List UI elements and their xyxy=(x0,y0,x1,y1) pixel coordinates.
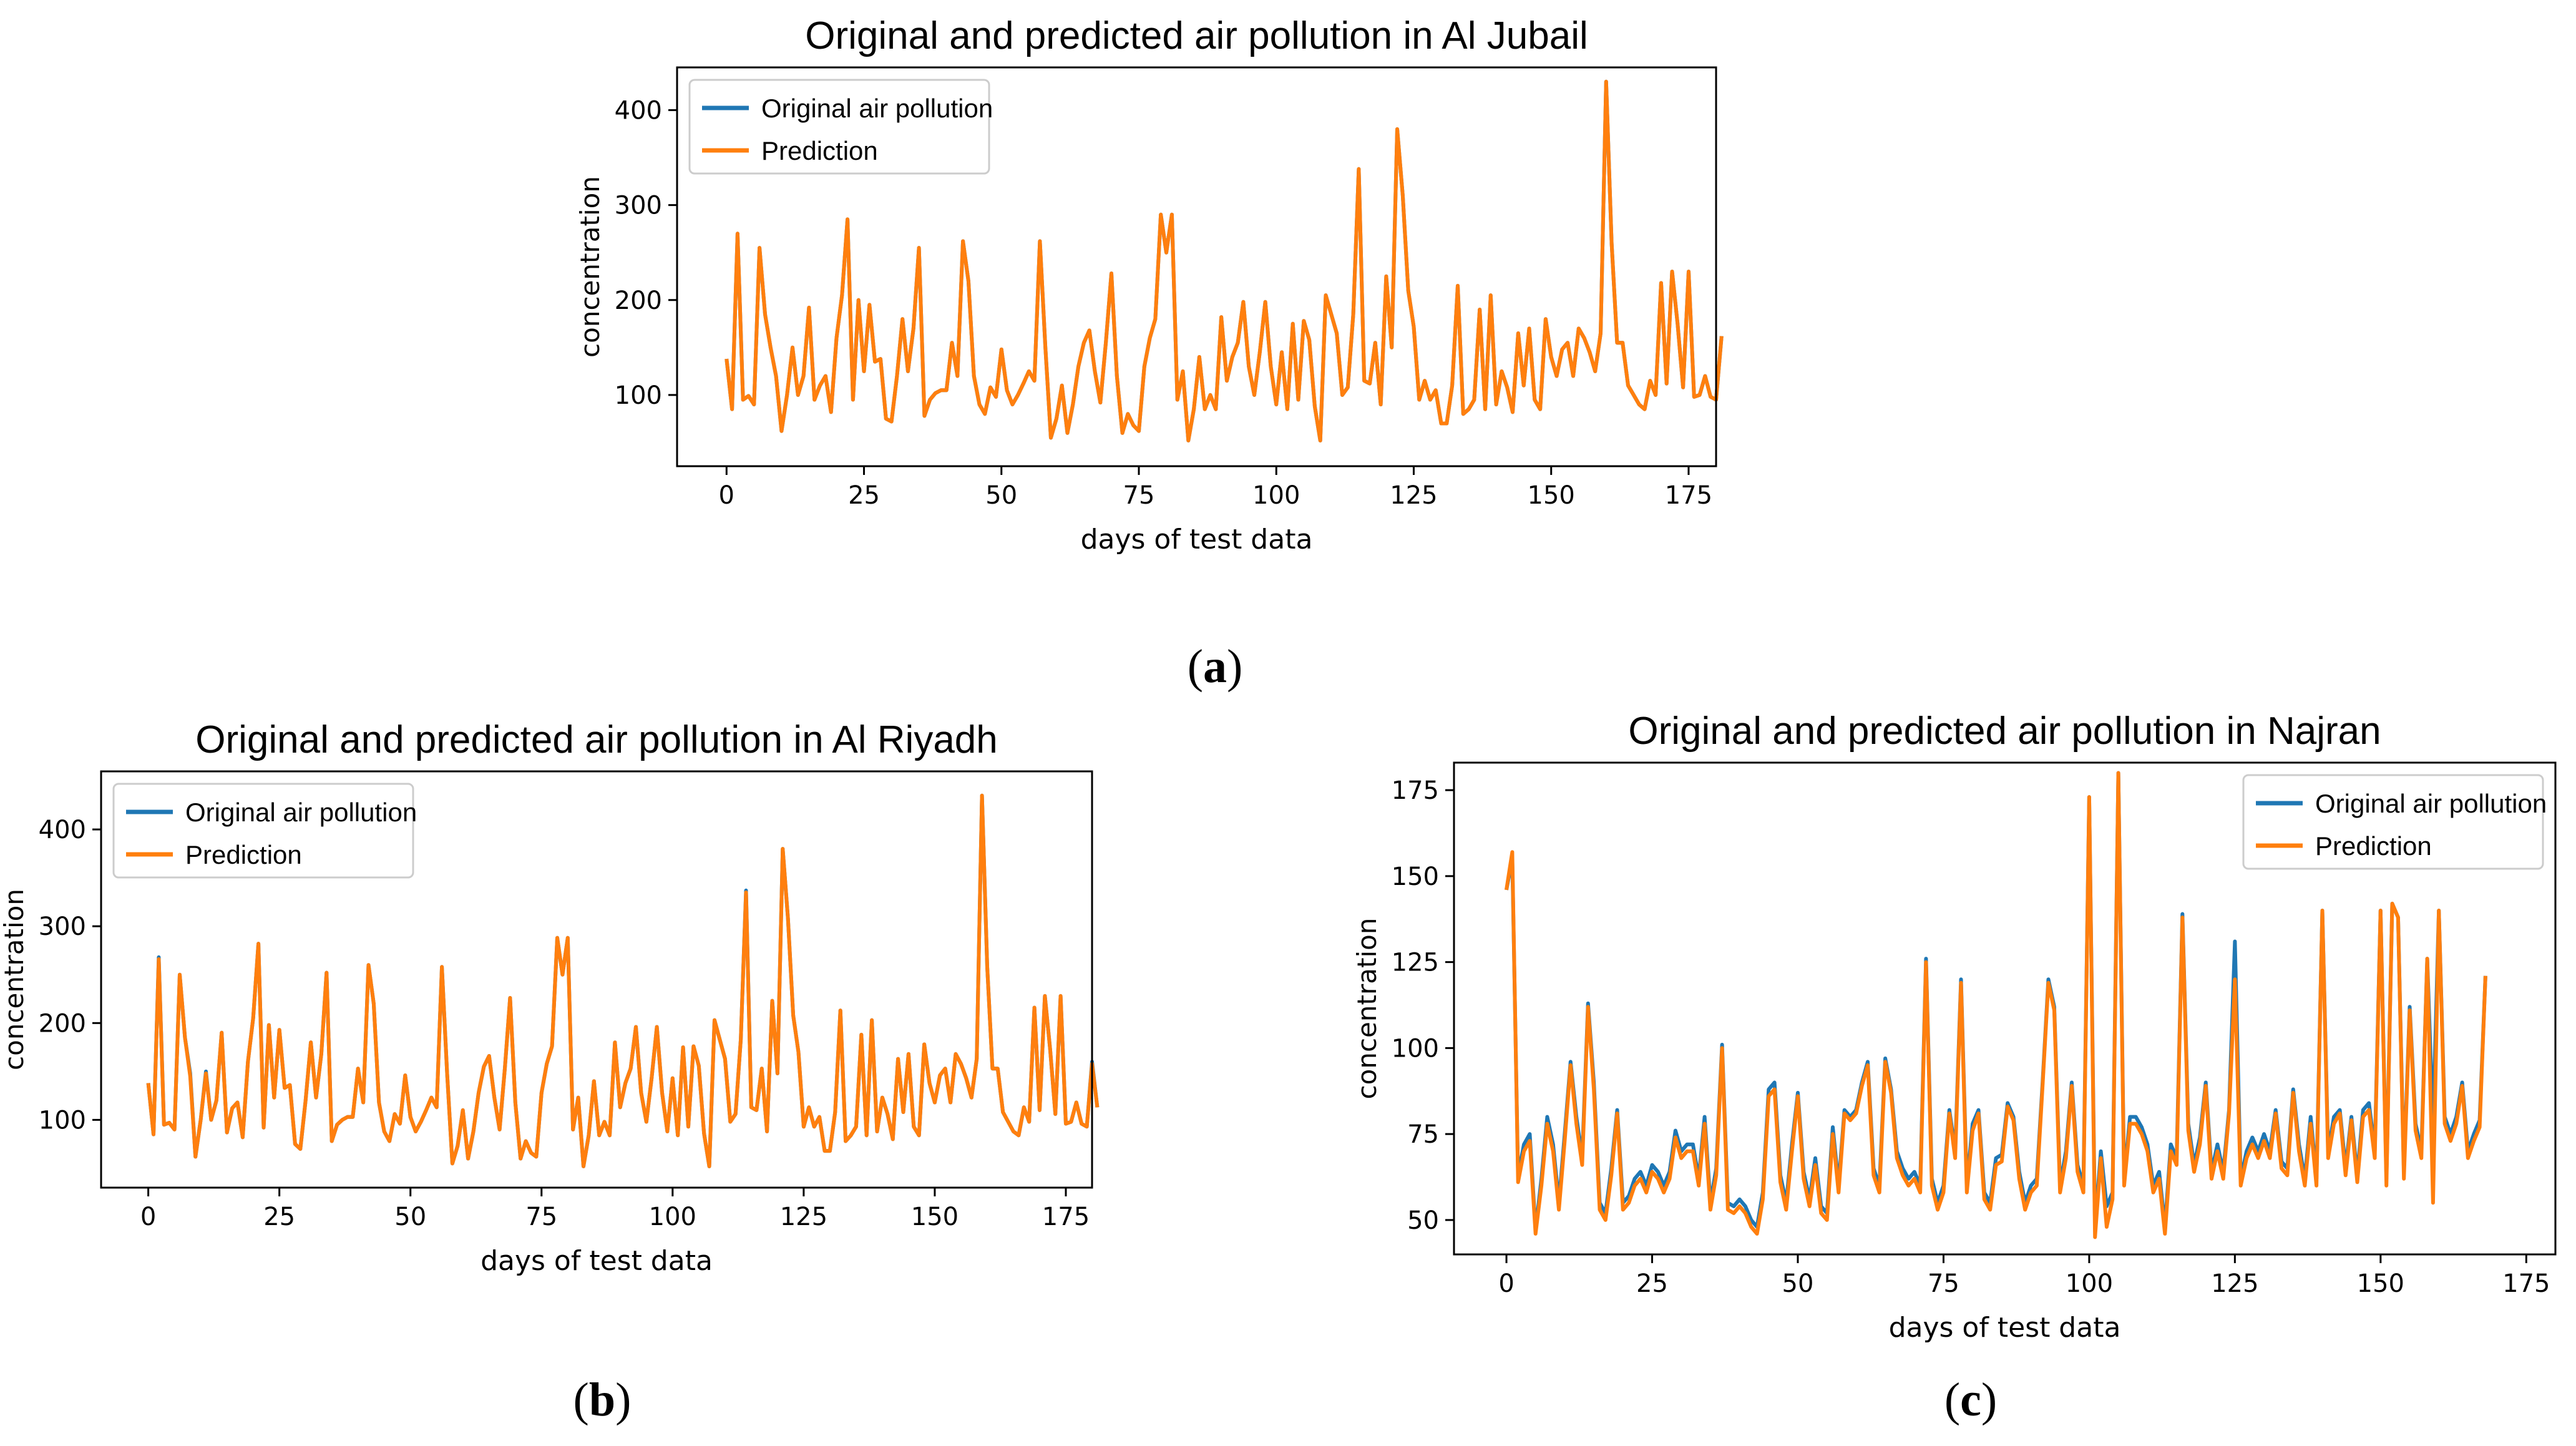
x-tick-label: 75 xyxy=(1928,1269,1959,1298)
y-tick-label: 100 xyxy=(39,1106,86,1135)
legend-box xyxy=(688,79,990,175)
x-tick-label: 75 xyxy=(1123,481,1155,510)
x-tick-label: 150 xyxy=(2357,1269,2404,1298)
chart-b: Original and predicted air pollution in … xyxy=(0,718,1100,1277)
legend: Original air pollution Prediction xyxy=(688,79,993,175)
x-tick-label: 175 xyxy=(2502,1269,2550,1298)
legend: Original air pollution Prediction xyxy=(2242,774,2547,870)
legend-box xyxy=(112,783,414,879)
series-line-prediction xyxy=(724,79,1724,442)
x-tick-label: 0 xyxy=(719,481,734,510)
series-line-prediction xyxy=(1505,771,2487,1239)
caption-c: (c) xyxy=(1944,1374,1998,1426)
y-axis-label: concentration xyxy=(1352,918,1382,1100)
x-tick-label: 100 xyxy=(649,1203,696,1231)
x-tick-label: 0 xyxy=(140,1203,156,1231)
chart-title-a: Original and predicted air pollution in … xyxy=(805,14,1588,57)
series-line-prediction xyxy=(146,793,1100,1168)
y-tick-label: 400 xyxy=(615,96,662,125)
y-tick-label: 300 xyxy=(39,912,86,941)
x-tick-label: 100 xyxy=(2066,1269,2113,1298)
x-axis-label: days of test data xyxy=(1081,524,1313,555)
y-tick-label: 100 xyxy=(615,381,662,410)
y-tick-label: 200 xyxy=(615,286,662,315)
legend-label-prediction: Prediction xyxy=(185,840,302,869)
y-axis-label: concentration xyxy=(575,176,605,358)
x-tick-label: 150 xyxy=(911,1203,959,1231)
y-tick-label: 400 xyxy=(39,816,86,844)
x-tick-label: 25 xyxy=(848,481,880,510)
x-tick-label: 125 xyxy=(2211,1269,2258,1298)
panel-a: Original and predicted air pollution in … xyxy=(562,0,1934,637)
chart-title-c: Original and predicted air pollution in … xyxy=(1628,710,2381,753)
x-tick-label: 50 xyxy=(394,1203,426,1231)
x-axis-label: days of test data xyxy=(481,1245,713,1277)
plot-frame xyxy=(1453,761,2557,1256)
x-tick-label: 150 xyxy=(1528,481,1575,510)
x-tick-label: 100 xyxy=(1252,481,1300,510)
legend-label-original: Original air pollution xyxy=(761,94,993,123)
chart-title-b: Original and predicted air pollution in … xyxy=(195,718,998,761)
x-tick-label: 125 xyxy=(1390,481,1437,510)
caption-c-letter: c xyxy=(1960,1374,1981,1426)
legend-box xyxy=(2242,774,2544,870)
x-tick-label: 125 xyxy=(780,1203,827,1231)
caption-a: (a) xyxy=(1187,640,1243,693)
y-tick-label: 300 xyxy=(615,192,662,220)
chart-c: Original and predicted air pollution in … xyxy=(1352,710,2557,1344)
x-tick-label: 50 xyxy=(1782,1269,1814,1298)
caption-b: (b) xyxy=(573,1374,632,1426)
plot-frame xyxy=(676,66,1717,467)
panel-b: Original and predicted air pollution in … xyxy=(0,708,1217,1351)
x-tick-label: 175 xyxy=(1665,481,1712,510)
legend-label-original: Original air pollution xyxy=(2315,789,2547,818)
plot-frame xyxy=(100,770,1093,1189)
x-tick-label: 25 xyxy=(263,1203,295,1231)
y-tick-label: 125 xyxy=(1392,949,1439,977)
x-tick-label: 25 xyxy=(1636,1269,1668,1298)
y-tick-label: 200 xyxy=(39,1009,86,1038)
y-tick-label: 100 xyxy=(1392,1034,1439,1063)
legend-label-prediction: Prediction xyxy=(761,136,878,165)
x-axis-label: days of test data xyxy=(1889,1312,2121,1344)
y-axis-label: concentration xyxy=(0,889,29,1070)
y-tick-label: 175 xyxy=(1392,776,1439,805)
caption-a-letter: a xyxy=(1203,640,1227,693)
legend-label-prediction: Prediction xyxy=(2315,831,2432,861)
legend-label-original: Original air pollution xyxy=(185,798,417,827)
chart-a: Original and predicted air pollution in … xyxy=(575,14,1724,555)
x-tick-label: 175 xyxy=(1042,1203,1090,1231)
y-tick-label: 50 xyxy=(1407,1206,1439,1235)
legend: Original air pollution Prediction xyxy=(112,783,417,879)
caption-b-letter: b xyxy=(588,1374,616,1426)
y-tick-label: 75 xyxy=(1407,1120,1439,1149)
panel-c: Original and predicted air pollution in … xyxy=(1348,696,2571,1345)
x-tick-label: 0 xyxy=(1498,1269,1514,1298)
x-tick-label: 50 xyxy=(985,481,1017,510)
y-tick-label: 150 xyxy=(1392,862,1439,891)
x-tick-label: 75 xyxy=(525,1203,557,1231)
